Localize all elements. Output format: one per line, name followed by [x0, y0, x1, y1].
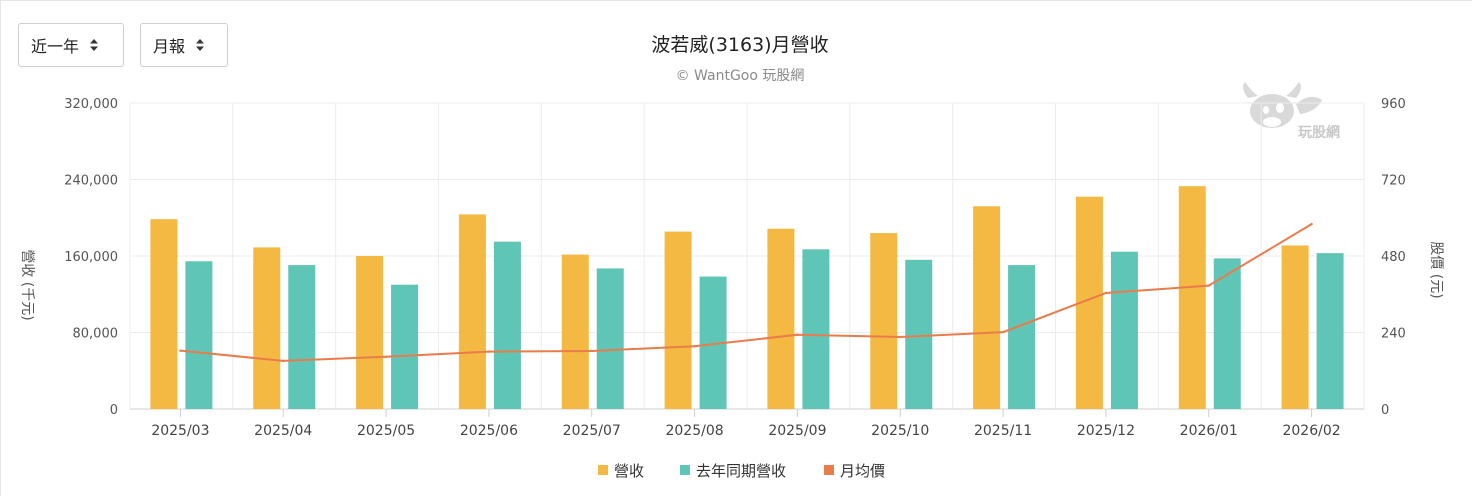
- x-tick-label: 2025/04: [254, 423, 312, 439]
- bar-series: [150, 186, 1344, 409]
- bar-revenue: [253, 247, 281, 409]
- y-right-tick-label: 240: [1381, 327, 1406, 342]
- legend-item-revenue: 營收: [598, 462, 644, 480]
- range-select-value: 近一年: [31, 37, 80, 56]
- point-avg-price: [1001, 330, 1005, 334]
- legend-item-avg-price: 月均價: [824, 462, 885, 480]
- line-series: [179, 222, 1313, 363]
- point-avg-price: [693, 345, 696, 348]
- legend-swatch: [598, 465, 608, 475]
- chart-legend: 營收 去年同期營收 月均價: [598, 462, 885, 480]
- y-right-tick-label: 960: [1381, 97, 1406, 112]
- bar-last-year-revenue: [1213, 258, 1241, 409]
- y-axis-left-label: 營收 (千元): [19, 249, 35, 320]
- watermark-text: 玩股網: [1298, 124, 1340, 141]
- bar-last-year-revenue: [288, 265, 316, 409]
- period-select[interactable]: 月報: [140, 23, 228, 67]
- point-avg-price: [384, 355, 388, 358]
- bar-revenue: [561, 254, 589, 409]
- x-tick-label: 2025/03: [151, 423, 209, 439]
- bar-last-year-revenue: [596, 268, 624, 409]
- bar-revenue: [664, 231, 692, 409]
- sort-arrows-icon: [89, 38, 99, 52]
- x-tick-label: 2025/09: [768, 423, 826, 439]
- point-avg-price: [796, 333, 799, 336]
- x-tick-label: 2025/11: [974, 423, 1032, 439]
- point-avg-price: [282, 359, 285, 363]
- bar-last-year-revenue: [802, 249, 830, 409]
- bar-revenue: [1281, 245, 1309, 409]
- x-tick-label: 2025/07: [563, 423, 621, 439]
- bar-last-year-revenue: [185, 261, 213, 409]
- bar-revenue: [458, 214, 486, 409]
- legend-swatch: [680, 465, 690, 475]
- bar-last-year-revenue: [391, 284, 419, 409]
- bar-last-year-revenue: [1316, 253, 1344, 409]
- range-select[interactable]: 近一年: [18, 23, 124, 67]
- x-tick-label: 2025/05: [357, 423, 415, 439]
- bar-revenue: [1178, 186, 1206, 409]
- y-left-tick-label: 0: [110, 403, 118, 418]
- point-avg-price: [1104, 291, 1108, 295]
- x-tick-label: 2025/08: [665, 423, 723, 439]
- y-right-tick-label: 480: [1381, 250, 1406, 265]
- sort-arrows-icon: [195, 38, 205, 52]
- x-tick-label: 2026/01: [1180, 423, 1238, 439]
- bar-revenue: [150, 219, 178, 409]
- cow-logo-icon: [1243, 82, 1322, 128]
- legend-label: 去年同期營收: [696, 462, 786, 480]
- x-tick-label: 2025/06: [460, 423, 518, 439]
- point-avg-price: [179, 349, 182, 352]
- chart-title: 波若威(3163)月營收: [651, 34, 828, 56]
- legend-label: 月均價: [840, 462, 885, 480]
- point-avg-price: [590, 349, 593, 353]
- y-left-tick-label: 320,000: [64, 97, 118, 112]
- bar-last-year-revenue: [1110, 251, 1138, 409]
- point-avg-price: [1207, 284, 1210, 287]
- x-tick-label: 2025/12: [1077, 423, 1135, 439]
- bar-revenue: [356, 256, 384, 409]
- y-left-tick-label: 80,000: [73, 327, 119, 342]
- bar-last-year-revenue: [493, 241, 521, 409]
- x-tick-label: 2025/10: [871, 423, 929, 439]
- y-axis-right-label: 股價 (元): [1428, 241, 1445, 298]
- period-select-value: 月報: [153, 37, 186, 56]
- chart-grid: [129, 102, 1365, 410]
- legend-label: 營收: [614, 462, 644, 480]
- y-right-tick-label: 720: [1381, 174, 1406, 189]
- point-avg-price: [487, 350, 491, 353]
- bar-last-year-revenue: [1008, 265, 1036, 409]
- x-tick-label: 2026/02: [1282, 423, 1340, 439]
- watermark-logo: 玩股網: [1243, 82, 1340, 141]
- point-avg-price: [899, 335, 902, 339]
- bar-revenue: [973, 206, 1001, 409]
- x-axis: 2025/03 2025/04 2025/05 2025/06 2025/07 2025/…: [151, 409, 1341, 439]
- legend-swatch: [824, 465, 834, 475]
- y-axis-right: 0 240 480 720 960: [1381, 97, 1406, 418]
- y-right-tick-label: 0: [1381, 403, 1389, 418]
- y-axis-left: 0 80,000 160,000 240,000 320,000: [64, 97, 118, 418]
- bar-last-year-revenue: [905, 259, 933, 409]
- bar-revenue: [870, 233, 898, 409]
- y-left-tick-label: 160,000: [64, 250, 118, 265]
- bar-revenue: [767, 228, 795, 409]
- chart-subtitle: © WantGoo 玩股網: [676, 68, 805, 84]
- legend-item-last-year-revenue: 去年同期營收: [680, 462, 786, 480]
- y-left-tick-label: 240,000: [64, 174, 118, 189]
- line-avg-price: [180, 223, 1313, 362]
- point-avg-price: [1310, 222, 1313, 226]
